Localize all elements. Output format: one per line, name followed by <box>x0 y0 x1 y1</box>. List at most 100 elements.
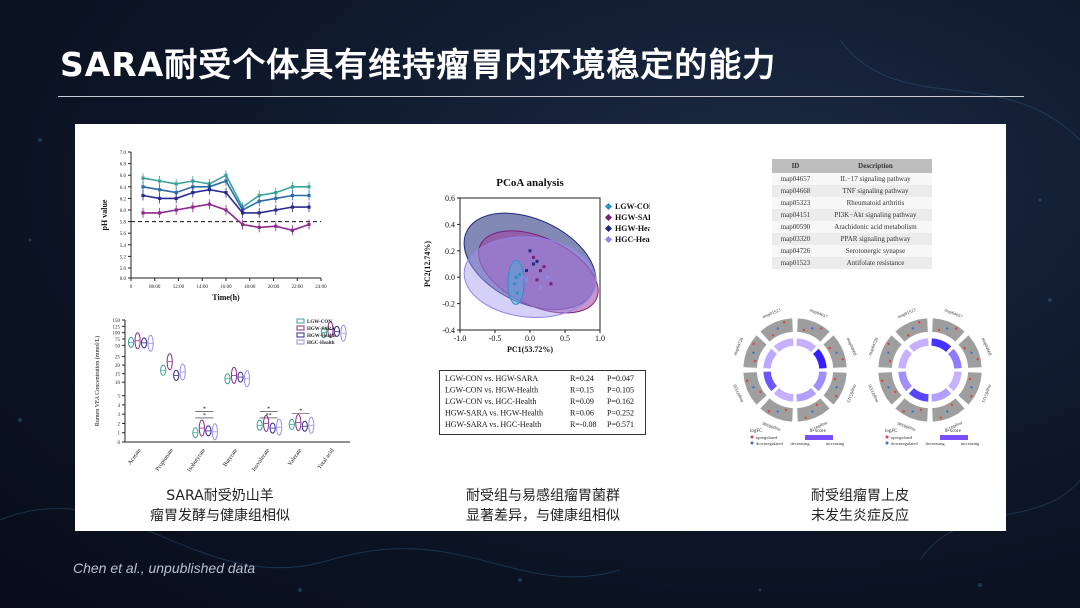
circos-gene-dot <box>819 327 823 330</box>
stats-comparison: LGW-CON vs. HGC-Health <box>445 397 536 406</box>
circos-sector-label: map01523 <box>762 307 782 319</box>
stats-r: R=0.06 <box>570 409 594 418</box>
x-tick-label: -1.0 <box>454 334 467 343</box>
pcoa-stats-table: LGW-CON vs. HGW-SARA R=0.24 P=0.047 LGW-CON… <box>439 370 646 435</box>
ph-data-point <box>224 191 228 195</box>
x-category-label: Propionate <box>155 447 175 472</box>
circos-outer-sector <box>759 397 794 423</box>
stats-comparison: HGW-SARA vs. HGW-Health <box>445 409 543 418</box>
y-tick-label: 3 <box>118 413 121 418</box>
violin-shape <box>295 414 302 432</box>
y-tick-label: 0 <box>118 441 121 446</box>
circos-gene-dot <box>911 327 914 330</box>
circos-outer-sector <box>742 334 768 369</box>
ph-data-point <box>290 228 294 232</box>
y-tick-label: 150 <box>113 319 121 324</box>
y-tick-label: 2 <box>118 422 121 427</box>
legend-marker <box>604 213 613 222</box>
kegg-row: map04668 TNF signaling pathway <box>772 185 932 197</box>
pcoa-point <box>521 275 525 279</box>
circos-gene-dot <box>759 390 762 394</box>
y-tick-label: 5 <box>118 395 121 400</box>
ph-data-point <box>174 191 178 195</box>
legend-up: upregulated <box>891 435 913 440</box>
stats-p: P=0.252 <box>607 409 634 418</box>
legend-swatch <box>296 332 305 338</box>
ph-data-point <box>307 193 311 198</box>
y-tick-label: 4 <box>118 404 121 409</box>
legend-swatch <box>296 325 305 331</box>
kegg-id-cell: map05323 <box>772 197 819 209</box>
kegg-row: map04657 IL−17 signaling pathway <box>772 173 932 185</box>
circos-inner-sector <box>773 337 795 353</box>
ph-data-point <box>241 211 245 215</box>
caption-2-line-1: 耐受组与易感组瘤胃菌群 <box>466 488 620 504</box>
ph-data-point <box>207 202 211 206</box>
kegg-description-cell: Serotonergic synapse <box>818 245 932 257</box>
ph-data-point <box>174 196 178 200</box>
circos-gene-dot <box>776 410 779 413</box>
x-tick-label: 12:00 <box>173 285 185 290</box>
y-tick-label: 0.0 <box>445 273 455 282</box>
circos-gene-dot <box>970 386 973 389</box>
circos-gene-dot <box>841 358 845 361</box>
circos-gene-dot <box>919 408 923 412</box>
x-category-label: Isobutyrate <box>187 447 208 473</box>
caption-1-line-1: SARA耐受奶山羊 <box>166 488 274 504</box>
circos-sector-label: map04726 <box>867 336 879 356</box>
circos-sector-label: map05323 <box>846 384 858 404</box>
violin-shape <box>179 363 186 381</box>
slide-title: SARA耐受个体具有维持瘤胃内环境稳定的能力 <box>60 45 777 84</box>
kegg-id-cell: map04726 <box>772 245 819 257</box>
circos-sector-label: map04151 <box>944 421 963 433</box>
legend-down-dot <box>885 441 889 445</box>
ph-data-point <box>141 185 145 189</box>
x-category-label: Total acid <box>317 448 336 471</box>
violin-shape <box>205 425 212 437</box>
caption-1: SARA耐受奶山羊 瘤胃发酵与健康组相似 <box>115 486 325 526</box>
y-tick-label: 0.4 <box>445 220 455 229</box>
kegg-row: map04151 PI3K−Akt signaling pathway <box>772 209 932 221</box>
y-tick-label: 50 <box>115 344 121 349</box>
kegg-description-cell: TNF signaling pathway <box>818 185 932 197</box>
circos-gene-dot <box>835 351 838 354</box>
pcoa-point <box>539 286 542 290</box>
pcoa-point <box>542 265 546 269</box>
kegg-col-id: ID <box>772 159 819 173</box>
pcoa-point <box>528 249 532 253</box>
pcoa-point <box>535 278 539 282</box>
kegg-id-cell: map04151 <box>772 209 819 221</box>
circos-outer-sector <box>894 317 929 343</box>
y-tick-label: 7.0 <box>120 151 127 156</box>
kegg-row: map04726 Serotonergic synapse <box>772 245 932 257</box>
legend-up-dot <box>885 435 889 439</box>
x-axis-label: Time(h) <box>212 293 240 302</box>
circos-inner-sector <box>908 337 930 353</box>
x-tick-label: 18:00 <box>244 285 256 290</box>
legend-marker <box>604 202 613 211</box>
legend-label: HGC-Health <box>615 235 650 244</box>
circos-outer-sector <box>894 397 929 423</box>
kegg-description-cell: Rheumatoid arthritis <box>818 197 932 209</box>
violin-shape <box>269 422 276 434</box>
circos-outer-sector <box>742 371 768 406</box>
y-tick-label: 0.2 <box>445 247 455 256</box>
circos-outer-sector <box>957 334 983 369</box>
circos-inner-sector <box>897 370 913 392</box>
violin-shape <box>211 423 218 441</box>
ph-data-point <box>274 191 278 195</box>
circos-outer-sector <box>796 317 831 343</box>
pcoa-point <box>546 275 549 279</box>
circos-sector-label: map04668 <box>981 337 993 357</box>
violin-shape <box>198 419 205 437</box>
ph-data-point <box>257 199 261 203</box>
citation: Chen et al., unpublished data <box>73 560 256 576</box>
legend-label: HGW-Health <box>615 224 650 233</box>
violin-shape <box>127 336 135 348</box>
legend-label: LGW-CON <box>307 320 332 325</box>
caption-2-line-2: 显著差异，与健康组相似 <box>466 508 620 524</box>
kegg-row: map05323 Rheumatoid arthritis <box>772 197 932 209</box>
legend-zscore-bar <box>805 435 833 440</box>
y-tick-label: 5.8 <box>120 221 127 226</box>
x-tick-label: 16:00 <box>220 285 232 290</box>
